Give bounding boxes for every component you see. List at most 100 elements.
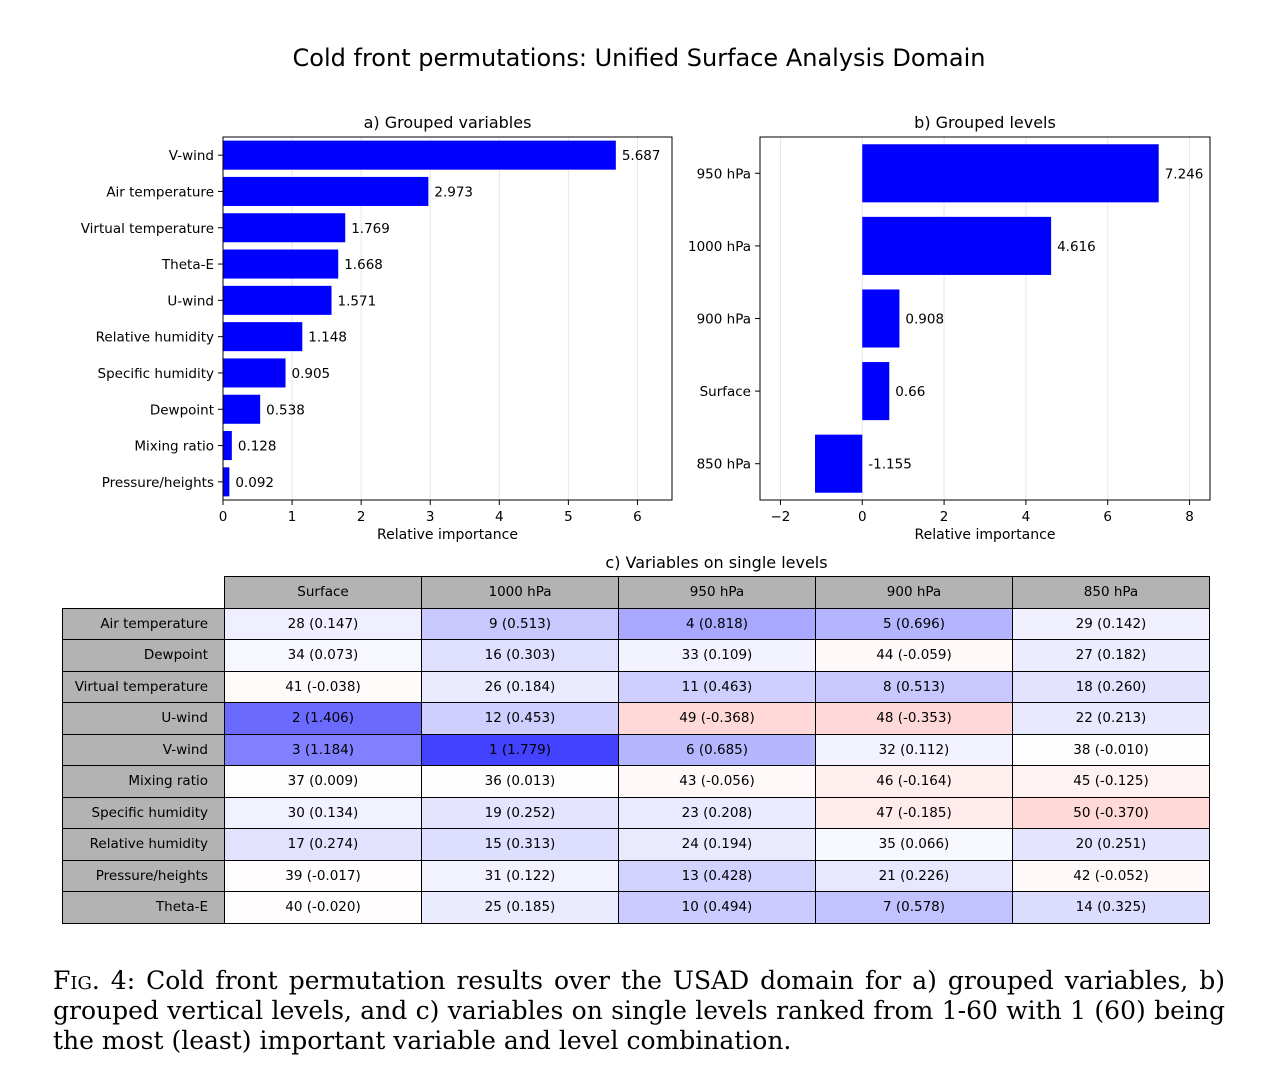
data-label: 0.128 <box>238 439 277 455</box>
bar <box>815 434 863 493</box>
category-label: Air temperature <box>106 184 214 200</box>
table-row: U-wind 2 (1.406) 12 (0.453) 49 (-0.368) 48 (… <box>62 702 1210 735</box>
table-cell: 32 (0.112) <box>815 733 1013 766</box>
column-header: 900 hPa <box>815 576 1013 609</box>
table-header-row: Surface 1000 hPa 950 hPa 900 hPa 850 hPa <box>63 576 1210 609</box>
row-header: V-wind <box>62 733 225 766</box>
table-cell: 33 (0.109) <box>618 639 816 672</box>
category-label: Relative humidity <box>96 330 214 346</box>
x-tick-label: 0 <box>219 509 228 525</box>
row-header: Specific humidity <box>62 796 225 829</box>
bar <box>223 285 332 315</box>
data-label: 2.973 <box>434 184 473 200</box>
table-cell: 19 (0.252) <box>421 796 619 829</box>
table-cell: 30 (0.134) <box>224 796 422 829</box>
table-row: Virtual temperature 41 (-0.038) 26 (0.184)… <box>62 670 1210 703</box>
row-header: U-wind <box>62 702 225 735</box>
bar <box>223 358 286 388</box>
table-row: Air temperature 28 (0.147) 9 (0.513) 4 (0.8… <box>62 607 1210 640</box>
table-cell: 42 (-0.052) <box>1012 859 1210 892</box>
x-tick-label: 1 <box>288 509 297 525</box>
table-cell: 45 (-0.125) <box>1012 765 1210 798</box>
row-header: Air temperature <box>62 607 225 640</box>
table-cell: 44 (-0.059) <box>815 639 1013 672</box>
category-label: 850 hPa <box>697 457 751 473</box>
x-axis-label: Relative importance <box>915 527 1056 543</box>
bar <box>223 140 616 170</box>
table-cell: 9 (0.513) <box>421 607 619 640</box>
data-label: 1.769 <box>351 221 390 237</box>
category-label: Dewpoint <box>150 402 214 418</box>
table-row: Specific humidity 30 (0.134) 19 (0.252) 23 … <box>62 796 1210 829</box>
data-label: 0.092 <box>235 475 274 491</box>
bar <box>223 467 230 497</box>
data-label: 0.905 <box>292 366 331 382</box>
table-cell: 26 (0.184) <box>421 670 619 703</box>
table-row: V-wind 3 (1.184) 1 (1.779) 6 (0.685) 32 (0.1… <box>62 733 1210 766</box>
bar <box>223 249 339 279</box>
table-cell: 16 (0.303) <box>421 639 619 672</box>
x-tick-label: 4 <box>495 509 504 525</box>
table-row: Pressure/heights 39 (-0.017) 31 (0.122) 13 … <box>62 859 1210 892</box>
category-label: Mixing ratio <box>134 439 214 455</box>
x-tick-label: 8 <box>1185 509 1194 525</box>
data-label: 0.66 <box>895 384 925 400</box>
table-cell: 11 (0.463) <box>618 670 816 703</box>
x-tick-label: 0 <box>858 509 867 525</box>
bar <box>862 289 900 348</box>
table-title: c) Variables on single levels <box>605 553 828 572</box>
table-cell: 34 (0.073) <box>224 639 422 672</box>
column-header: 850 hPa <box>1012 576 1210 609</box>
table-cell: 24 (0.194) <box>618 828 816 861</box>
bar <box>862 216 1052 275</box>
row-header: Dewpoint <box>62 639 225 672</box>
data-label: -1.155 <box>868 457 912 473</box>
table-cell: 47 (-0.185) <box>815 796 1013 829</box>
category-label: Theta-E <box>161 257 214 273</box>
table-cell: 50 (-0.370) <box>1012 796 1210 829</box>
category-label: Virtual temperature <box>81 221 214 237</box>
bar <box>223 322 303 352</box>
table-corner <box>63 577 225 609</box>
table-cell: 35 (0.066) <box>815 828 1013 861</box>
category-label: Specific humidity <box>98 366 214 382</box>
table-cell: 5 (0.696) <box>815 607 1013 640</box>
row-header: Pressure/heights <box>62 859 225 892</box>
data-label: 4.616 <box>1057 239 1096 255</box>
x-tick-label: 4 <box>1022 509 1031 525</box>
table-row: Mixing ratio 37 (0.009) 36 (0.013) 43 (-0.0… <box>62 765 1210 798</box>
row-header: Virtual temperature <box>62 670 225 703</box>
table-cell: 36 (0.013) <box>421 765 619 798</box>
x-tick-label: 3 <box>426 509 435 525</box>
row-header: Relative humidity <box>62 828 225 861</box>
plot-frame <box>759 136 1211 501</box>
row-header: Theta-E <box>62 891 225 924</box>
table-cell: 46 (-0.164) <box>815 765 1013 798</box>
table-cell: 14 (0.325) <box>1012 891 1210 924</box>
table-body: Air temperature 28 (0.147) 9 (0.513) 4 (0.8… <box>62 607 1210 924</box>
table-row: Dewpoint 34 (0.073) 16 (0.303) 33 (0.109) 44… <box>62 639 1210 672</box>
chart-title: b) Grouped levels <box>914 113 1056 132</box>
column-header: 1000 hPa <box>421 576 619 609</box>
table-cell: 10 (0.494) <box>618 891 816 924</box>
table-cell: 12 (0.453) <box>421 702 619 735</box>
bar <box>223 176 429 206</box>
table-cell: 41 (-0.038) <box>224 670 422 703</box>
bar <box>223 394 261 424</box>
table-cell: 22 (0.213) <box>1012 702 1210 735</box>
table-cell: 29 (0.142) <box>1012 607 1210 640</box>
column-header: Surface <box>224 576 422 609</box>
x-tick-label: 2 <box>940 509 949 525</box>
data-label: 1.148 <box>308 330 347 346</box>
table-cell: 25 (0.185) <box>421 891 619 924</box>
row-header: Mixing ratio <box>62 765 225 798</box>
category-label: U-wind <box>167 293 214 309</box>
single-level-table: Surface 1000 hPa 950 hPa 900 hPa 850 hPa… <box>62 576 1210 924</box>
x-tick-label: 2 <box>357 509 366 525</box>
category-label: Surface <box>700 384 751 400</box>
category-label: 1000 hPa <box>688 239 751 255</box>
table-cell: 23 (0.208) <box>618 796 816 829</box>
caption-label: Fig. 4: <box>53 966 136 995</box>
table-cell: 17 (0.274) <box>224 828 422 861</box>
bar <box>862 362 890 421</box>
